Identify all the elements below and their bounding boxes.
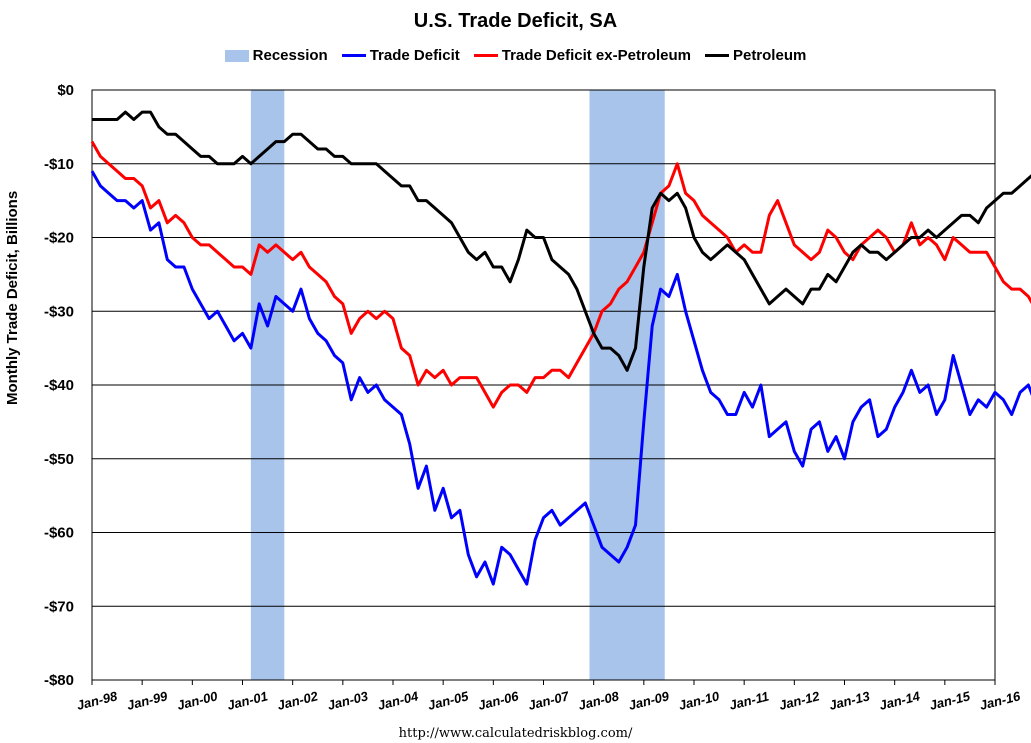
- x-tick-label-18: Jan-16: [978, 688, 1022, 713]
- x-tick-label-14: Jan-12: [777, 688, 821, 713]
- x-tick-label-10: Jan-08: [577, 688, 621, 713]
- x-tick-label-1: Jan-99: [125, 688, 169, 713]
- chart-title: U.S. Trade Deficit, SA: [413, 10, 618, 32]
- x-tick-label-4: Jan-02: [276, 688, 320, 713]
- legend-label-petroleum: Petroleum: [732, 47, 807, 64]
- y-tick-label-7: -$70: [44, 598, 74, 615]
- y-tick-label-1: -$10: [44, 156, 74, 173]
- series-line-trade-deficit-ex-petroleum: [90, 140, 1031, 409]
- legend-item-recession: Recession: [224, 47, 328, 64]
- legend-label-ex-petroleum: Trade Deficit ex-Petroleum: [501, 47, 691, 64]
- y-tick-label-5: -$50: [44, 451, 74, 468]
- legend-item-ex-petroleum: Trade Deficit ex-Petroleum: [473, 47, 691, 64]
- legend: Recession Trade Deficit Trade Deficit ex…: [0, 47, 1031, 64]
- y-tick-label-0: $0: [57, 82, 74, 99]
- legend-item-trade-deficit: Trade Deficit: [341, 47, 460, 64]
- series-line-trade-deficit: [90, 170, 1031, 586]
- x-tick-label-15: Jan-13: [828, 688, 872, 713]
- y-tick-label-6: -$60: [44, 525, 74, 542]
- x-tick-label-2: Jan-00: [175, 688, 219, 713]
- x-tick-label-8: Jan-06: [476, 688, 520, 713]
- y-tick-label-3: -$30: [44, 303, 74, 320]
- y-tick-label-2: -$20: [44, 230, 74, 247]
- x-tick-label-11: Jan-09: [627, 688, 671, 713]
- legend-swatch-petroleum: [704, 54, 729, 57]
- x-tick-label-17: Jan-15: [928, 688, 972, 713]
- x-tick-label-9: Jan-07: [527, 688, 571, 713]
- legend-item-petroleum: Petroleum: [704, 47, 807, 64]
- x-tick-label-12: Jan-10: [677, 688, 721, 713]
- legend-label-trade-deficit: Trade Deficit: [369, 47, 460, 64]
- series-line-petroleum: [92, 110, 1031, 372]
- x-tick-label-3: Jan-01: [226, 688, 270, 713]
- x-tick-label-5: Jan-03: [326, 688, 370, 713]
- x-tick-label-16: Jan-14: [878, 688, 922, 713]
- x-tick-label-6: Jan-04: [376, 688, 420, 713]
- x-tick-label-13: Jan-11: [728, 688, 771, 712]
- x-tick-label-7: Jan-05: [426, 688, 470, 713]
- legend-label-recession: Recession: [252, 47, 328, 64]
- y-tick-label-8: -$80: [44, 672, 74, 689]
- legend-swatch-ex-petroleum: [473, 54, 498, 57]
- x-tick-label-0: Jan-98: [75, 688, 119, 713]
- y-tick-label-4: -$40: [44, 377, 74, 394]
- legend-swatch-recession: [224, 49, 249, 62]
- source-url: http://www.calculatedriskblog.com/: [398, 726, 633, 741]
- legend-swatch-trade-deficit: [341, 54, 366, 57]
